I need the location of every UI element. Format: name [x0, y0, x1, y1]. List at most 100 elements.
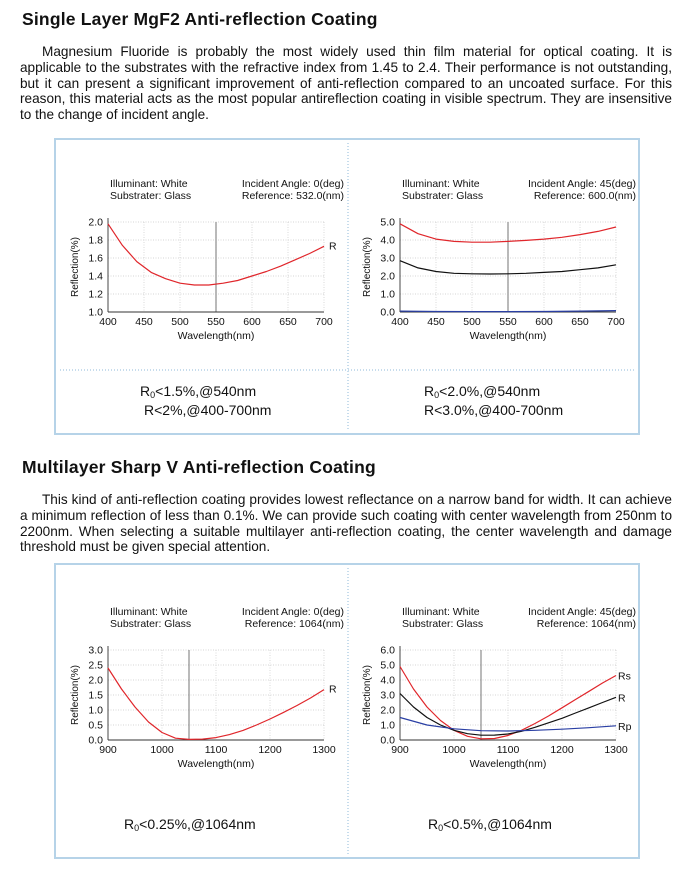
chart-x-tick-label: 650: [571, 316, 589, 328]
chart-x-tick-label: 600: [243, 316, 261, 328]
chart-x-tick-label: 1100: [205, 744, 228, 756]
section2-panel: Illuminant: White Substrater: Glass Incide…: [54, 563, 640, 859]
section2-left-summary: R0<0.25%,@1064nm: [124, 816, 256, 835]
chart-x-tick-label: 1200: [258, 744, 282, 756]
section1-right-summary-line1: R0<2.0%,@540nm: [424, 383, 541, 400]
chart-y-tick-label: 0.5: [88, 720, 103, 732]
chart-series-R: [399, 260, 617, 275]
chart-y-tick-label: 3.0: [380, 690, 395, 702]
chart-x-tick-label: 1300: [312, 744, 336, 756]
chart-series-Rs: [399, 223, 617, 243]
chart-y-tick-label: 0.0: [380, 735, 395, 747]
chart-substrate-label: Substrater: Glass: [402, 190, 483, 202]
chart-x-tick-label: 500: [171, 316, 189, 328]
chart-substrate-label: Substrater: Glass: [402, 618, 483, 630]
chart-series-label-Rs: Rs: [618, 671, 631, 683]
chart-angle-label: Incident Angle: 0(deg): [242, 606, 344, 618]
chart-y-tick-label: 5.0: [380, 217, 395, 229]
chart-angle-label: Incident Angle: 45(deg): [528, 606, 636, 618]
chart-y-axis-title: Reflection(%): [70, 237, 81, 297]
chart-x-tick-label: 900: [99, 744, 117, 756]
chart-reference-label: Reference: 600.0(nm): [534, 190, 636, 202]
chart-y-tick-label: 3.0: [88, 645, 103, 657]
chart-y-tick-label: 4.0: [380, 235, 395, 247]
chart-y-tick-label: 1.0: [88, 307, 103, 319]
chart-x-tick-label: 450: [427, 316, 445, 328]
chart-illuminant-label: Illuminant: White: [110, 606, 188, 618]
chart-series-label-R: R: [329, 684, 337, 696]
section1-right-summary: R0<2.0%,@540nm R<3.0%,@400-700nm: [424, 383, 563, 419]
chart-series-label-R: R: [329, 240, 337, 252]
chart-x-tick-label: 550: [207, 316, 225, 328]
chart-series-R: [399, 693, 617, 736]
chart-series-Rp: [399, 716, 617, 732]
chart-y-tick-label: 1.5: [88, 690, 103, 702]
chart-x-tick-label: 1100: [497, 744, 520, 756]
chart-angle-label: Incident Angle: 0(deg): [242, 178, 344, 190]
chart-series-R: [107, 667, 325, 740]
section1-body-text: Magnesium Fluoride is probably the most …: [20, 44, 672, 123]
chart-y-tick-label: 1.2: [88, 289, 103, 301]
chart-y-tick-label: 5.0: [380, 660, 395, 672]
chart-x-tick-label: 1200: [550, 744, 574, 756]
chart-y-tick-label: 2.0: [380, 705, 395, 717]
chart-y-tick-label: 6.0: [380, 645, 395, 657]
section1-left-summary: R0<1.5%,@540nm R<2%,@400-700nm: [140, 383, 271, 419]
chart-y-tick-label: 0.0: [88, 735, 103, 747]
chart-y-tick-label: 3.0: [380, 253, 395, 265]
section1-panel: Illuminant: White Substrater: Glass Incide…: [54, 138, 640, 435]
chart-y-tick-label: 1.0: [88, 705, 103, 717]
chart-x-tick-label: 600: [535, 316, 553, 328]
chart-reference-label: Reference: 1064(nm): [537, 618, 636, 630]
chart-y-tick-label: 2.5: [88, 660, 103, 672]
section2-right-summary-line1: R0<0.5%,@1064nm: [428, 816, 552, 833]
chart-series-Rs: [399, 666, 617, 740]
chart-x-tick-label: 550: [499, 316, 517, 328]
chart-y-tick-label: 1.4: [88, 271, 103, 283]
chart-angle-label: Incident Angle: 45(deg): [528, 178, 636, 190]
chart-x-tick-label: 700: [315, 316, 333, 328]
chart-x-tick-label: 650: [279, 316, 297, 328]
chart-illuminant-label: Illuminant: White: [110, 178, 188, 190]
section1-title: Single Layer MgF2 Anti-reflection Coatin…: [22, 9, 378, 29]
section2-left-summary-line1: R0<0.25%,@1064nm: [124, 816, 256, 833]
chart-x-tick-label: 1000: [150, 744, 174, 756]
section1-right-summary-line2: R<3.0%,@400-700nm: [424, 402, 564, 418]
chart-y-tick-label: 4.0: [380, 675, 395, 687]
chart-x-tick-label: 400: [99, 316, 117, 328]
chart-series-label-Rp: Rp: [618, 721, 632, 733]
chart-y-axis-title: Reflection(%): [362, 665, 373, 725]
chart-substrate-label: Substrater: Glass: [110, 190, 191, 202]
chart-x-tick-label: 700: [607, 316, 625, 328]
section2-body-text: This kind of anti-reflection coating pro…: [20, 492, 672, 555]
chart-y-tick-label: 2.0: [88, 217, 103, 229]
chart-x-tick-label: 900: [391, 744, 409, 756]
chart-x-tick-label: 500: [463, 316, 481, 328]
chart-y-tick-label: 2.0: [380, 271, 395, 283]
chart-x-axis-title: Wavelength(nm): [178, 330, 255, 342]
chart-reference-label: Reference: 1064(nm): [245, 618, 344, 630]
section2-right-summary: R0<0.5%,@1064nm: [428, 816, 552, 835]
chart-y-tick-label: 1.6: [88, 253, 103, 265]
chart-x-tick-label: 450: [135, 316, 153, 328]
chart-y-axis-title: Reflection(%): [70, 665, 81, 725]
section1-left-summary-line2: R<2%,@400-700nm: [144, 402, 272, 418]
chart-illuminant-label: Illuminant: White: [402, 606, 480, 618]
section1-body: Magnesium Fluoride is probably the most …: [20, 44, 672, 123]
chart-y-tick-label: 1.8: [88, 235, 103, 247]
section2-title: Multilayer Sharp V Anti-reflection Coati…: [22, 457, 376, 477]
chart-x-tick-label: 400: [391, 316, 409, 328]
chart-x-axis-title: Wavelength(nm): [470, 758, 547, 770]
chart-y-tick-label: 1.0: [380, 289, 395, 301]
chart-reference-label: Reference: 532.0(nm): [242, 190, 344, 202]
chart-y-tick-label: 0.0: [380, 307, 395, 319]
chart-series-label-R: R: [618, 692, 626, 704]
chart-x-axis-title: Wavelength(nm): [470, 330, 547, 342]
chart-x-tick-label: 1000: [442, 744, 466, 756]
section1-left-summary-line1: R0<1.5%,@540nm: [140, 383, 257, 400]
chart-series-Rp: [399, 310, 617, 313]
chart-x-tick-label: 1300: [604, 744, 628, 756]
